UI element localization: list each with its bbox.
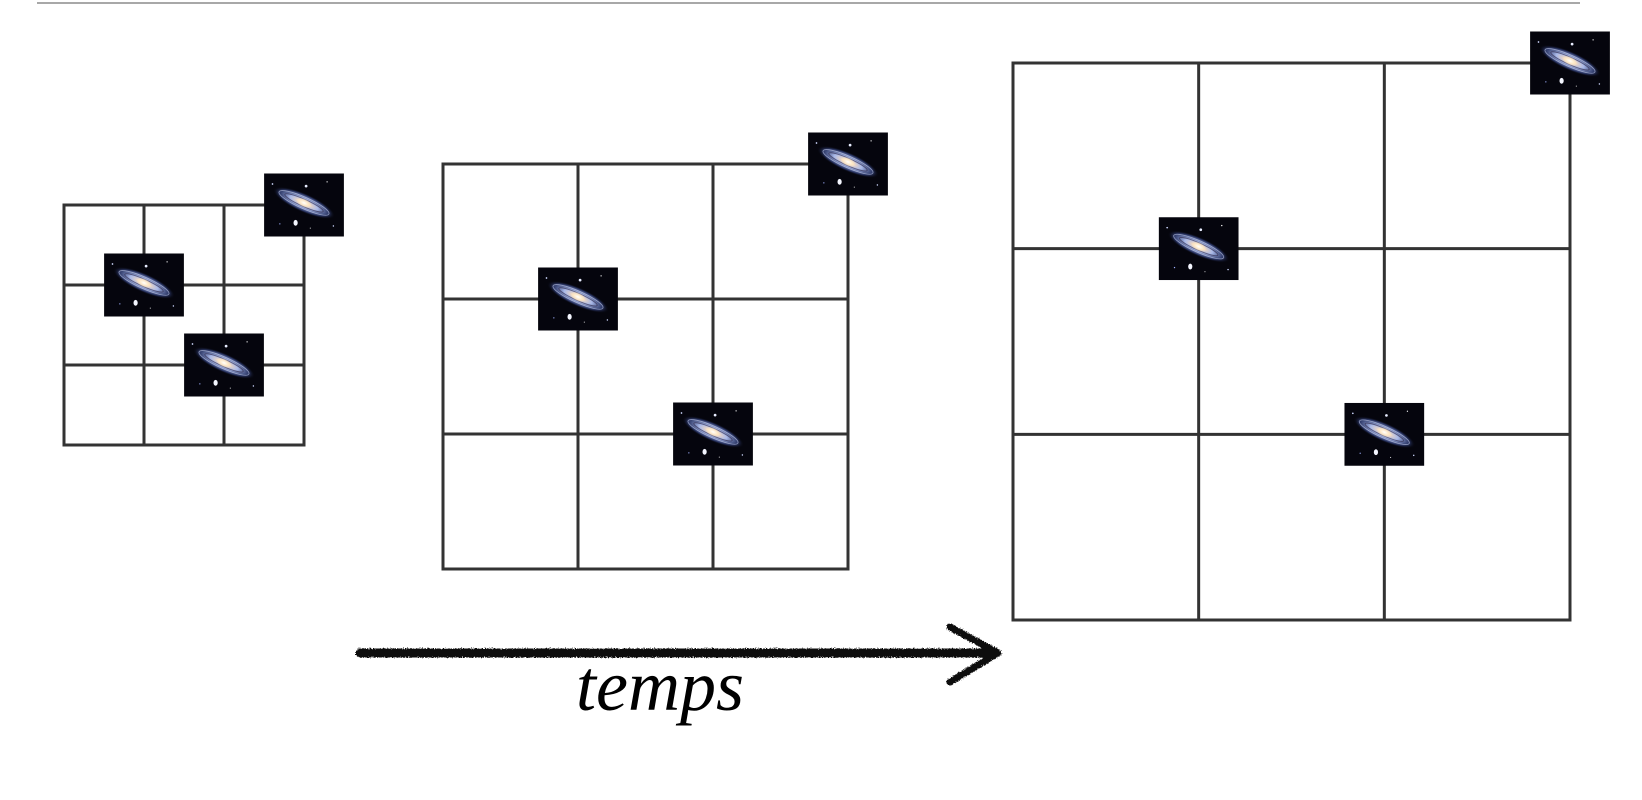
grid-panel-2 bbox=[441, 132, 888, 571]
time-caption: temps bbox=[576, 646, 744, 726]
grid-panel-3 bbox=[1011, 31, 1610, 622]
galaxy-icon bbox=[1158, 217, 1239, 281]
arrow-right-icon bbox=[355, 623, 1002, 686]
galaxy-icon bbox=[184, 333, 264, 397]
galaxy-icon bbox=[264, 173, 344, 237]
grid-frame bbox=[62, 203, 306, 447]
galaxy-icon bbox=[1344, 402, 1425, 466]
galaxy-icon bbox=[538, 267, 618, 331]
grid-frame bbox=[1011, 61, 1572, 622]
grid-panel-1 bbox=[62, 173, 344, 447]
galaxy-icon bbox=[104, 253, 184, 317]
grid-frame bbox=[441, 162, 850, 571]
arrow-head bbox=[946, 623, 1002, 686]
galaxy-icon bbox=[673, 402, 753, 466]
galaxy-icon bbox=[808, 132, 888, 196]
galaxy-icon bbox=[1530, 31, 1610, 95]
